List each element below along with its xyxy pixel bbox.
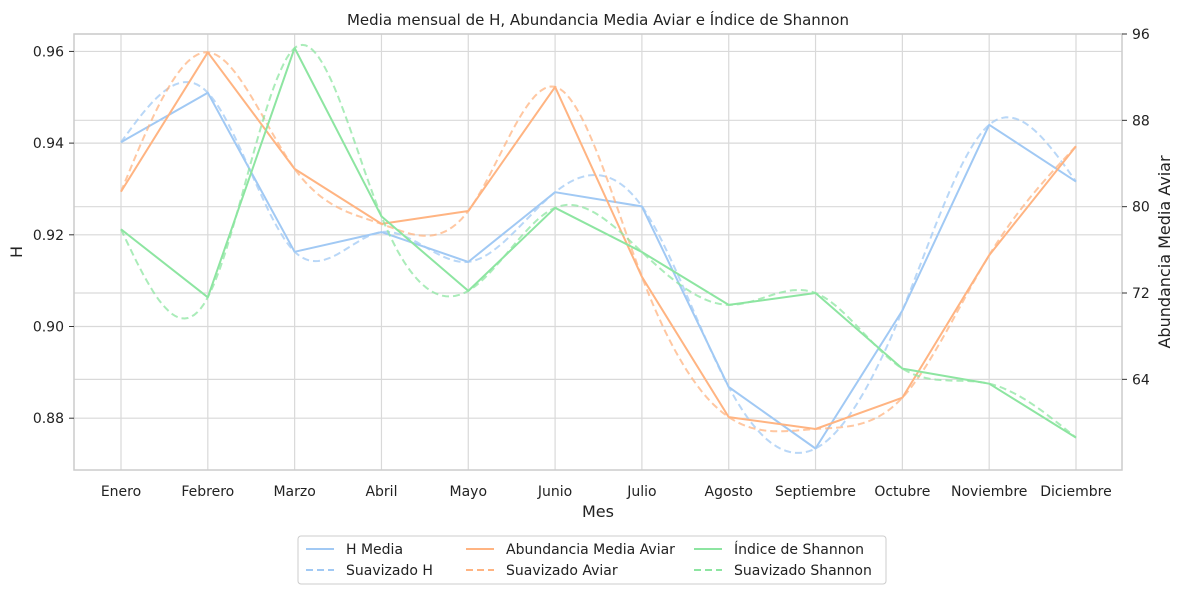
x-tick-label: Junio	[537, 484, 572, 500]
y-right-axis-label: Abundancia Media Aviar	[1155, 155, 1174, 348]
x-tick-label: Marzo	[273, 484, 315, 500]
legend-label: H Media	[346, 542, 403, 558]
x-tick-label: Agosto	[705, 484, 753, 500]
y-right-tick-labels: 64 72 80 88 96	[1122, 27, 1150, 388]
y-right-tick-label: 80	[1132, 200, 1150, 216]
series-smoothed-line	[120, 43, 1077, 439]
y-right-tick-label: 72	[1132, 286, 1150, 302]
y-left-tick-labels: 0.88 0.90 0.92 0.94 0.96	[33, 44, 74, 427]
series-layer	[120, 43, 1077, 454]
legend-label: Suavizado H	[346, 563, 433, 579]
x-tick-label: Mayo	[450, 484, 488, 500]
x-tick-label: Noviembre	[951, 484, 1027, 500]
y-right-tick-label: 96	[1132, 27, 1150, 43]
y-left-tick-label: 0.88	[33, 411, 64, 427]
chart-title: Media mensual de H, Abundancia Media Avi…	[347, 10, 849, 29]
x-tick-label: Diciembre	[1040, 484, 1111, 500]
legend-label: Índice de Shannon	[734, 541, 864, 558]
y-right-tick-label: 88	[1132, 113, 1150, 129]
series-smoothed-line	[120, 81, 1077, 454]
y-left-axis-label: H	[7, 246, 26, 258]
series-line	[120, 47, 1077, 439]
y-left-tick-label: 0.94	[33, 136, 64, 152]
x-tick-label: Septiembre	[775, 484, 856, 500]
x-axis-label: Mes	[582, 502, 614, 521]
x-tick-label: Abril	[365, 484, 397, 500]
x-tick-label: Julio	[626, 484, 656, 500]
y-right-tick-label: 64	[1132, 372, 1150, 388]
legend-box	[297, 535, 887, 585]
x-tick-labels: Enero Febrero Marzo Abril Mayo Junio Julio Agos…	[101, 484, 1112, 500]
x-tick-label: Febrero	[181, 484, 234, 500]
series-line	[120, 91, 1077, 450]
legend-label: Suavizado Shannon	[734, 563, 872, 579]
y-left-tick-label: 0.96	[33, 44, 64, 60]
grid-lines	[74, 33, 1122, 470]
plot-frame	[73, 33, 1123, 471]
y-left-tick-label: 0.90	[33, 320, 64, 336]
x-tick-label: Octubre	[874, 484, 930, 500]
legend: H Media Suavizado H Abundancia Media Aviar…	[297, 535, 887, 585]
legend-label: Suavizado Aviar	[506, 563, 618, 579]
series-line	[120, 51, 1077, 430]
y-left-tick-label: 0.92	[33, 228, 64, 244]
x-tick-label: Enero	[101, 484, 141, 500]
series-smoothed-line	[120, 51, 1077, 433]
legend-label: Abundancia Media Aviar	[506, 542, 675, 558]
